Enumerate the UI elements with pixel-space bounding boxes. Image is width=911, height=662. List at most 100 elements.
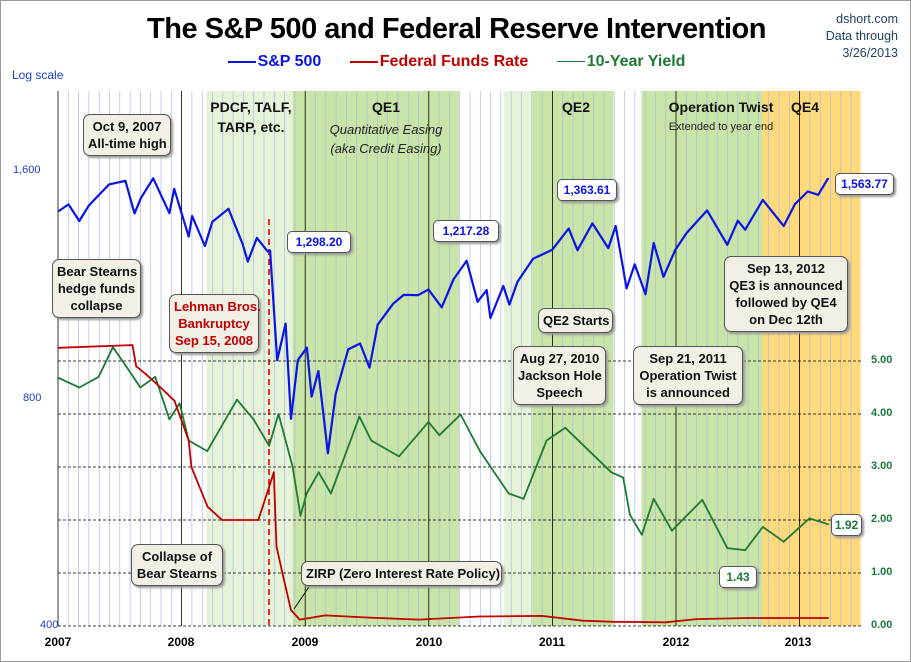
region-label-pdcf: PDCF, TALF, TARP, etc.: [206, 97, 296, 137]
callout-line: is announced: [646, 385, 730, 400]
data-point: [671, 529, 673, 532]
callout-line: Lehman Bros.: [174, 299, 261, 314]
data-point: [827, 523, 829, 526]
data-point: [227, 207, 230, 210]
region-label-twist: Operation Twist: [668, 99, 774, 115]
data-point: [221, 519, 224, 521]
data-point: [479, 615, 481, 618]
data-point: [282, 577, 285, 580]
data-point: [268, 444, 270, 447]
data-point: [236, 398, 238, 401]
y-left-tick: 1,600: [13, 164, 41, 176]
value-label-1563: 1,563.77: [835, 173, 894, 195]
data-point: [57, 210, 60, 212]
data-through-label: Data through: [825, 29, 898, 43]
callout-line: All-time high: [88, 136, 167, 151]
region-label-qe4: QE4: [790, 99, 819, 115]
data-point: [489, 317, 492, 320]
data-point: [479, 450, 481, 452]
callout-line: Bankruptcy: [178, 316, 250, 331]
data-point: [652, 497, 655, 500]
source-site: dshort.com: [836, 12, 898, 26]
callout-zirp: ZIRP (Zero Interest Rate Policy): [301, 561, 502, 586]
callout-line: Collapse of: [141, 549, 213, 564]
data-point: [591, 222, 594, 225]
data-point: [808, 517, 811, 520]
value-label-192: 1.92: [831, 514, 862, 536]
value-label-1298: 1,298.20: [287, 231, 351, 253]
shaded-region: [292, 91, 459, 626]
data-point: [317, 471, 320, 474]
data-point: [173, 399, 176, 402]
callout-qe2-starts: QE2 Starts: [538, 308, 613, 333]
data-point: [612, 620, 615, 623]
data-point: [291, 466, 294, 468]
data-point: [168, 418, 171, 421]
callout-line: QE3 is announced: [729, 278, 843, 293]
callout-line: Operation Twist: [639, 368, 737, 383]
data-point: [284, 322, 287, 325]
region-label-line: PDCF, TALF,: [210, 99, 292, 115]
data-point: [317, 370, 320, 372]
data-point: [305, 492, 308, 495]
data-point: [152, 177, 155, 180]
data-point: [607, 247, 610, 250]
y-right-tick: 4.00: [871, 407, 893, 419]
data-point: [736, 219, 739, 222]
data-point: [347, 348, 350, 351]
data-point: [187, 439, 190, 442]
x-tick: 2013: [784, 635, 812, 649]
data-point: [78, 386, 81, 389]
value-label-1363: 1,363.61: [557, 179, 617, 201]
data-point: [67, 203, 70, 206]
data-point: [452, 278, 455, 281]
callout-line: Sep 21, 2011: [649, 351, 727, 366]
y-right-tick: 5.00: [871, 354, 893, 366]
callout-qe3: Sep 13, 2012 QE3 is announced followed by …: [724, 256, 848, 332]
data-point: [187, 235, 190, 238]
data-point: [97, 194, 100, 197]
data-point: [761, 199, 764, 201]
data-point: [614, 225, 617, 227]
data-point: [806, 190, 809, 193]
data-point: [516, 280, 519, 283]
data-point: [685, 232, 688, 235]
data-point: [108, 183, 111, 186]
callout-line: Jackson Hole: [518, 368, 602, 383]
data-point: [417, 294, 419, 297]
data-point: [276, 359, 279, 362]
data-point: [376, 323, 379, 326]
x-tick: 2010: [415, 635, 443, 649]
data-point: [827, 617, 829, 619]
data-point: [370, 439, 373, 442]
data-point: [427, 288, 430, 291]
data-point: [747, 617, 749, 619]
data-point: [358, 415, 361, 418]
data-point: [817, 193, 820, 196]
data-point: [154, 376, 157, 378]
data-point: [305, 346, 308, 349]
data-through-date: 3/26/2013: [842, 46, 898, 60]
region-sub-qe1: (aka Credit Easing): [330, 141, 442, 156]
callout-line: Sep 15, 2008: [174, 333, 254, 348]
data-point: [97, 376, 100, 378]
data-point: [168, 212, 171, 215]
data-point: [111, 346, 114, 349]
x-tick: 2012: [662, 635, 690, 649]
data-point: [133, 212, 136, 215]
callout-all-time-high: Oct 9, 2007 All-time high: [83, 114, 171, 156]
data-point: [564, 426, 567, 429]
data-point: [57, 346, 60, 349]
data-point: [576, 249, 579, 252]
data-point: [532, 257, 534, 260]
data-point: [124, 179, 127, 182]
callout-operation-twist: Sep 21, 2011 Operation Twist is announced: [633, 346, 743, 405]
data-point: [139, 386, 142, 389]
data-point: [326, 452, 329, 455]
data-point: [485, 289, 488, 292]
data-point: [298, 618, 301, 621]
callout-line: hedge funds: [57, 281, 136, 296]
data-point: [581, 619, 584, 622]
data-point: [173, 188, 176, 190]
data-point: [502, 285, 505, 287]
